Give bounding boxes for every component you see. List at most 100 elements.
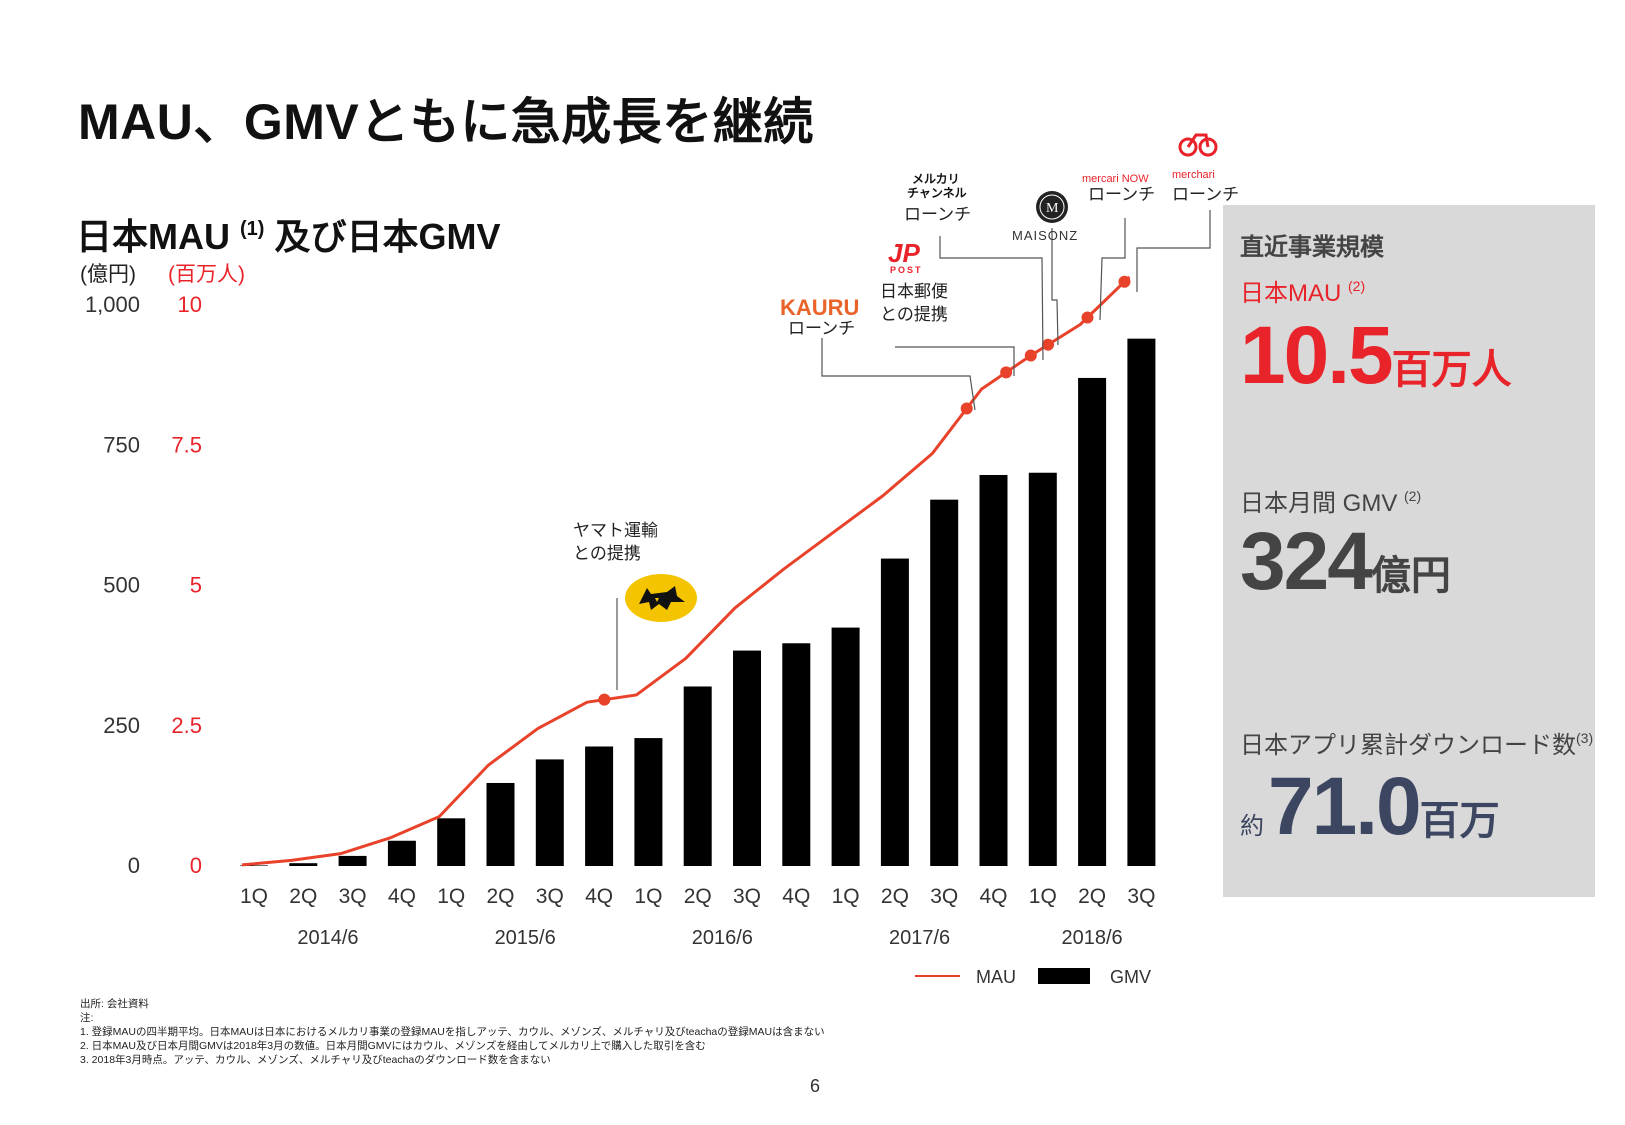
gmv-bar bbox=[338, 855, 367, 866]
y-left-tick-label: 0 bbox=[128, 853, 140, 878]
gmv-bar bbox=[387, 840, 416, 866]
kauru-logo: KAURU bbox=[780, 295, 859, 320]
y-left-tick-label: 500 bbox=[103, 573, 140, 598]
mau-milestone-dot bbox=[598, 693, 611, 706]
channel-launch-label: ローンチ bbox=[904, 205, 971, 225]
y-axis-ticks: 0 0 250 2.5 500 5 750 7.5 1,000 10 bbox=[85, 292, 202, 878]
gmv-bar bbox=[1028, 472, 1057, 866]
x-axis-year-labels: 2014/6 2015/6 2016/6 2017/6 2018/6 bbox=[297, 927, 1122, 949]
footnote-source: 出所: 会社資料 bbox=[80, 998, 149, 1010]
mau-milestone-dot bbox=[1042, 338, 1055, 351]
x-quarter-label: 4Q bbox=[388, 885, 416, 908]
subtitle-footnote-ref: (1) bbox=[240, 218, 265, 240]
y-right-tick-label: 10 bbox=[178, 292, 202, 317]
y-right-tick-label: 7.5 bbox=[171, 432, 202, 457]
legend-mau-label: MAU bbox=[976, 967, 1016, 987]
merchari-launch-label: ローンチ bbox=[1172, 185, 1239, 205]
y-left-tick-label: 1,000 bbox=[85, 292, 140, 317]
chart-subtitle: 日本MAU (1) 及び日本GMV bbox=[76, 208, 501, 260]
x-fiscal-year-label: 2014/6 bbox=[297, 927, 358, 949]
y-right-tick-label: 5 bbox=[190, 573, 202, 598]
mercari-now-logo: mercari NOW bbox=[1082, 173, 1149, 185]
mau-line bbox=[241, 275, 1131, 867]
x-quarter-label: 2Q bbox=[881, 885, 909, 908]
panel-download-label: 日本アプリ累計ダウンロード数(3) bbox=[1240, 730, 1594, 759]
mau-milestone-dot bbox=[960, 402, 973, 415]
yamato-label-2: との提携 bbox=[573, 544, 641, 564]
leader-mercarinow bbox=[1099, 218, 1126, 321]
x-quarter-label: 4Q bbox=[782, 885, 810, 908]
mau-milestone-dot bbox=[1000, 366, 1013, 379]
footnote-item: 1. 登録MAUの四半期平均。日本MAUは日本におけるメルカリ事業の登録MAUを… bbox=[80, 1026, 825, 1038]
yamato-label-1: ヤマト運輸 bbox=[573, 521, 658, 541]
mercari-channel-logo-1: メルカリ bbox=[912, 172, 960, 186]
x-fiscal-year-label: 2016/6 bbox=[692, 927, 753, 949]
gmv-bar bbox=[930, 499, 959, 866]
x-quarter-label: 1Q bbox=[832, 885, 860, 908]
maisonz-logo-icon: M bbox=[1036, 191, 1068, 223]
footnotes: 出所: 会社資料 注: 1. 登録MAUの四半期平均。日本MAUは日本におけるメ… bbox=[80, 997, 980, 1067]
y-right-tick-label: 2.5 bbox=[171, 713, 202, 738]
page-number: 6 bbox=[809, 1076, 820, 1096]
leader-kauru bbox=[821, 338, 976, 411]
x-quarter-label: 4Q bbox=[585, 885, 613, 908]
gmv-bar bbox=[979, 474, 1008, 866]
y-right-tick-label: 0 bbox=[190, 853, 202, 878]
recent-scale-panel: 直近事業規模 日本MAU (2) 10.5百万人 日本月間 GMV (2) 32… bbox=[1223, 205, 1595, 897]
x-quarter-label: 3Q bbox=[536, 885, 564, 908]
x-quarter-label: 3Q bbox=[339, 885, 367, 908]
x-quarter-label: 2Q bbox=[486, 885, 514, 908]
gmv-bar bbox=[585, 746, 614, 866]
leader-merchari bbox=[1136, 210, 1211, 292]
x-quarter-label: 3Q bbox=[1127, 885, 1155, 908]
gmv-bars bbox=[240, 338, 1156, 866]
gmv-bar bbox=[880, 558, 909, 866]
leader-maisonz bbox=[1051, 228, 1059, 346]
panel-download-value: 約71.0百万 bbox=[1240, 761, 1500, 852]
gmv-bar bbox=[1127, 338, 1156, 866]
x-fiscal-year-label: 2018/6 bbox=[1062, 927, 1123, 949]
yamato-logo-icon bbox=[625, 574, 697, 622]
mau-milestone-dot bbox=[1081, 311, 1094, 324]
gmv-bar bbox=[437, 818, 466, 866]
right-axis-unit: (百万人) bbox=[168, 263, 245, 286]
panel-mau-value: 10.5百万人 bbox=[1240, 310, 1512, 401]
svg-text:POST: POST bbox=[890, 265, 923, 275]
gmv-bar bbox=[486, 782, 515, 866]
slide-title: MAU、GMVともに急成長を継続 bbox=[78, 94, 814, 150]
mercari-channel-logo-2: チャンネル bbox=[907, 186, 967, 200]
x-quarter-label: 2Q bbox=[1078, 885, 1106, 908]
legend-gmv-label: GMV bbox=[1110, 967, 1151, 987]
jppost-label-2: との提携 bbox=[880, 305, 948, 325]
x-quarter-label: 4Q bbox=[979, 885, 1007, 908]
kauru-launch-label: ローンチ bbox=[788, 319, 855, 339]
mau-milestone-dots bbox=[598, 275, 1131, 706]
panel-gmv-value: 324億円 bbox=[1240, 516, 1451, 607]
gmv-bar bbox=[733, 650, 761, 866]
x-fiscal-year-label: 2015/6 bbox=[495, 927, 556, 949]
x-quarter-label: 2Q bbox=[289, 885, 317, 908]
gmv-bar bbox=[831, 627, 860, 866]
bicycle-icon bbox=[1178, 133, 1218, 157]
footnote-heading: 注: bbox=[80, 1012, 94, 1024]
y-left-tick-label: 250 bbox=[103, 713, 140, 738]
gmv-bar bbox=[683, 686, 712, 866]
svg-text:JP: JP bbox=[888, 238, 920, 268]
footnote-item: 3. 2018年3月時点。アッテ、カウル、メゾンズ、メルチャリ及びteachaの… bbox=[80, 1054, 551, 1066]
jp-post-logo-icon: JP POST bbox=[888, 238, 923, 275]
panel-heading: 直近事業規模 bbox=[1240, 234, 1384, 261]
x-quarter-label: 1Q bbox=[1029, 885, 1057, 908]
gmv-bar bbox=[289, 863, 318, 866]
legend-gmv-swatch bbox=[1038, 968, 1090, 984]
x-quarter-label: 3Q bbox=[733, 885, 761, 908]
x-quarter-label: 1Q bbox=[240, 885, 268, 908]
gmv-bar bbox=[782, 643, 811, 866]
mercarinow-launch-label: ローンチ bbox=[1088, 185, 1155, 205]
x-quarter-label: 3Q bbox=[930, 885, 958, 908]
gmv-bar bbox=[1078, 377, 1107, 866]
leader-jppost bbox=[895, 346, 1015, 376]
x-axis-quarter-labels: 1Q 2Q 3Q 4Q 1Q 2Q 3Q 4Q 1Q 2Q 3Q 4Q 1Q 2Q 3Q 4Q 1Q 2Q 3Q bbox=[240, 885, 1155, 908]
jppost-label-1: 日本郵便 bbox=[880, 282, 948, 302]
gmv-bar bbox=[535, 759, 564, 866]
mau-milestone-dot bbox=[1024, 349, 1037, 362]
